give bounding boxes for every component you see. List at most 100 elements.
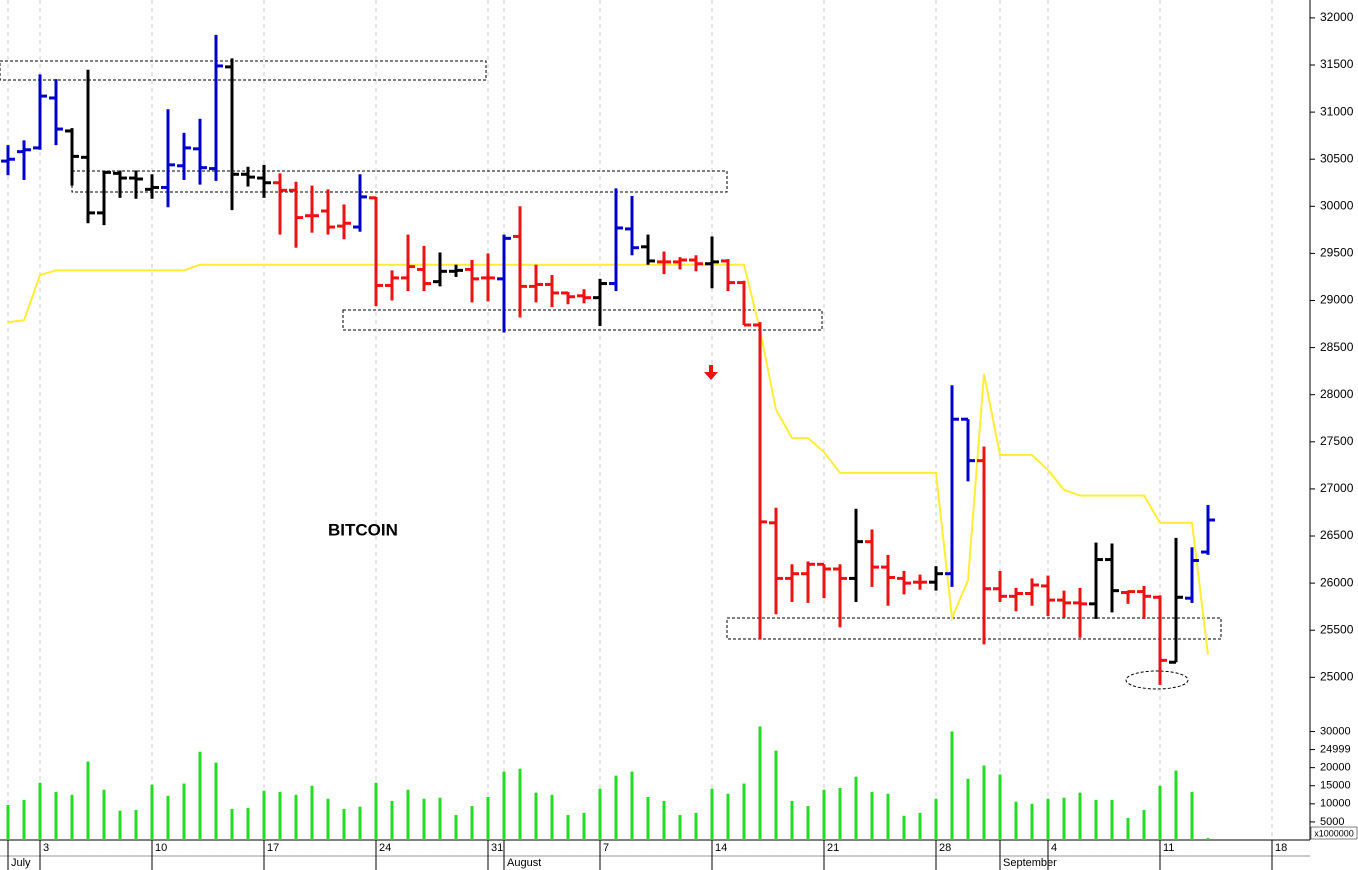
- volume-bar: [726, 793, 730, 840]
- y-tick-label: 20000: [1320, 762, 1351, 774]
- volume-bar: [1078, 792, 1082, 840]
- marker-ellipse: [1125, 670, 1189, 690]
- y-tick-label: 29500: [1320, 246, 1354, 260]
- y-tick-label: 27000: [1320, 481, 1354, 495]
- y-tick-label: 5000: [1320, 816, 1344, 828]
- volume-bar: [54, 791, 58, 840]
- volume-bar: [998, 774, 1002, 840]
- volume-bar: [326, 798, 330, 840]
- volume-bar: [662, 800, 666, 840]
- volume-bar: [294, 794, 298, 840]
- y-tick-label: 25500: [1320, 622, 1354, 636]
- volume-bar: [118, 810, 122, 840]
- volume-bar: [422, 798, 426, 840]
- volume-bar: [358, 806, 362, 840]
- y-tick-label: 15000: [1320, 780, 1351, 792]
- volume-bar: [486, 796, 490, 840]
- volume-bar: [198, 751, 202, 840]
- volume-bar: [38, 782, 42, 840]
- volume-bar: [1206, 837, 1210, 840]
- volume-bar: [1126, 817, 1130, 840]
- volume-bar: [150, 784, 154, 840]
- volume-bar: [1094, 799, 1098, 840]
- volume-bar: [22, 799, 26, 840]
- y-tick-label: 26500: [1320, 528, 1354, 542]
- x-tick-label: 14: [715, 842, 727, 854]
- unit-box: [1310, 826, 1358, 840]
- volume-bar: [86, 761, 90, 840]
- volume-bar: [790, 800, 794, 840]
- volume-bar: [566, 815, 570, 840]
- x-tick-label: 18: [1275, 842, 1287, 854]
- volume-bar: [934, 798, 938, 840]
- volume-bar: [246, 807, 250, 840]
- y-tick-label: 30000: [1320, 198, 1354, 212]
- volume-bar: [102, 789, 106, 840]
- zone: [342, 309, 823, 331]
- volume-bar: [1158, 785, 1162, 840]
- y-tick-label: 31500: [1320, 57, 1354, 71]
- volume-bar: [822, 789, 826, 840]
- volume-bar: [342, 808, 346, 840]
- volume-bar: [582, 812, 586, 840]
- volume-bar: [646, 796, 650, 840]
- down-arrow: [704, 365, 718, 380]
- y-tick-label: 32000: [1320, 10, 1354, 24]
- volume-bar: [278, 791, 282, 840]
- x-tick-label: 17: [267, 842, 279, 854]
- volume-bar: [406, 789, 410, 840]
- volume-bar: [742, 783, 746, 840]
- x-tick-label: 31: [491, 842, 503, 854]
- y-tick-label: 26000: [1320, 575, 1354, 589]
- x-tick-label: 28: [939, 842, 951, 854]
- volume-bar: [886, 793, 890, 840]
- volume-bar: [166, 795, 170, 840]
- y-tick-label: 30500: [1320, 151, 1354, 165]
- y-tick-label: 27500: [1320, 434, 1354, 448]
- volume-bar: [550, 794, 554, 840]
- x-tick-label: 4: [1051, 842, 1057, 854]
- volume-bar: [454, 815, 458, 840]
- y-tick-label: 24999: [1320, 743, 1351, 755]
- x-tick-label: 21: [827, 842, 839, 854]
- overlay-line: [7, 263, 1209, 655]
- x-tick-label: 10: [155, 842, 167, 854]
- volume-bar: [374, 782, 378, 840]
- y-tick-label: 25000: [1320, 669, 1354, 683]
- x-tick-label: 3: [43, 842, 49, 854]
- volume-bar: [806, 805, 810, 840]
- volume-bar: [1190, 791, 1194, 840]
- volume-unit: x1000000: [1314, 828, 1354, 838]
- x-tick-label: 11: [1163, 842, 1174, 854]
- volume-bar: [678, 815, 682, 840]
- volume-bar: [982, 765, 986, 840]
- volume-bar: [694, 812, 698, 840]
- volume-bar: [710, 788, 714, 840]
- volume-bar: [1030, 803, 1034, 840]
- month-label: August: [507, 857, 541, 869]
- volume-bar: [1062, 797, 1066, 840]
- y-tick-label: 31000: [1320, 104, 1354, 118]
- volume-bar: [214, 762, 218, 840]
- x-tick-label: 24: [379, 842, 391, 854]
- month-label: July: [11, 857, 31, 869]
- volume-bar: [470, 805, 474, 840]
- volume-bar: [1142, 809, 1146, 840]
- volume-bar: [950, 731, 954, 840]
- y-tick-label: 30000: [1320, 725, 1351, 737]
- volume-bar: [534, 792, 538, 840]
- grid: [7, 0, 1273, 840]
- y-tick-label: 28000: [1320, 387, 1354, 401]
- volume-bar: [966, 778, 970, 840]
- volume-bar: [1174, 770, 1178, 840]
- volume-bar: [134, 809, 138, 840]
- x-tick-label: 7: [603, 842, 609, 854]
- volume-bar: [598, 788, 602, 840]
- volume-bar: [1014, 801, 1018, 840]
- volume-bar: [182, 783, 186, 840]
- volume-bar: [918, 812, 922, 840]
- volume-bar: [502, 771, 506, 840]
- zone: [0, 60, 487, 81]
